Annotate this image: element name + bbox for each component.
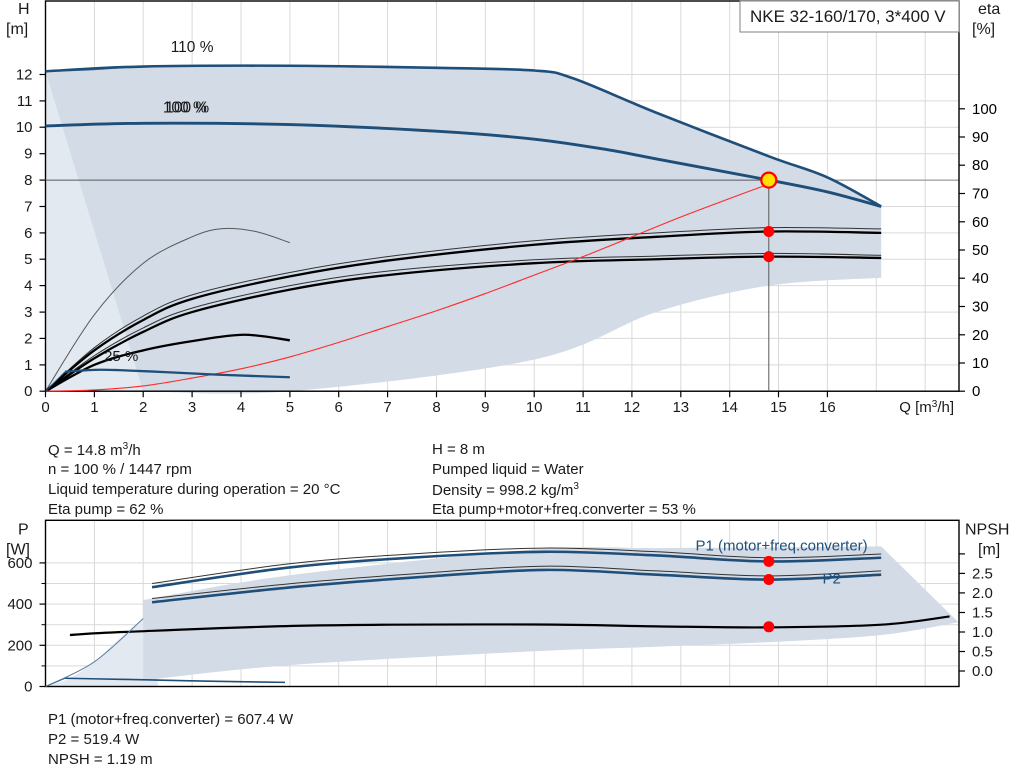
svg-text:1: 1 — [90, 399, 98, 416]
svg-text:0.5: 0.5 — [972, 644, 993, 661]
svg-text:5: 5 — [286, 399, 294, 416]
svg-text:4: 4 — [237, 399, 245, 416]
svg-text:12: 12 — [624, 399, 641, 416]
svg-text:[%]: [%] — [972, 21, 995, 38]
svg-text:30: 30 — [972, 299, 989, 316]
svg-text:0: 0 — [972, 383, 980, 400]
svg-text:13: 13 — [672, 399, 689, 416]
svg-text:NKE 32-160/170, 3*400 V: NKE 32-160/170, 3*400 V — [750, 7, 946, 26]
svg-text:[m]: [m] — [6, 21, 28, 38]
svg-text:20: 20 — [972, 327, 989, 344]
svg-text:8: 8 — [24, 172, 32, 189]
svg-text:P: P — [18, 521, 29, 538]
svg-text:100 %: 100 % — [165, 100, 209, 117]
svg-text:16: 16 — [819, 399, 836, 416]
svg-text:1: 1 — [24, 357, 32, 374]
svg-text:1.0: 1.0 — [972, 624, 993, 641]
svg-text:200: 200 — [7, 637, 32, 654]
svg-text:2: 2 — [139, 399, 147, 416]
svg-text:9: 9 — [24, 146, 32, 163]
svg-text:6: 6 — [335, 399, 343, 416]
svg-text:P1 (motor+freq.converter): P1 (motor+freq.converter) — [696, 538, 868, 555]
svg-text:70: 70 — [972, 186, 989, 203]
svg-text:NPSH: NPSH — [965, 521, 1009, 538]
svg-text:15: 15 — [770, 399, 787, 416]
svg-text:0: 0 — [24, 679, 32, 696]
svg-text:80: 80 — [972, 157, 989, 174]
svg-text:110 %: 110 % — [171, 39, 214, 56]
svg-text:3: 3 — [188, 399, 196, 416]
svg-text:7: 7 — [24, 199, 32, 216]
svg-text:4: 4 — [24, 278, 32, 295]
svg-text:3: 3 — [24, 304, 32, 321]
svg-text:1.5: 1.5 — [972, 605, 993, 622]
svg-text:25 %: 25 % — [104, 348, 138, 365]
svg-text:9: 9 — [481, 399, 489, 416]
svg-text:10: 10 — [526, 399, 543, 416]
svg-text:10: 10 — [16, 119, 33, 136]
svg-text:[W]: [W] — [6, 541, 30, 558]
svg-text:0.0: 0.0 — [972, 663, 993, 680]
svg-text:P2: P2 — [823, 571, 841, 588]
svg-text:40: 40 — [972, 270, 989, 287]
svg-text:7: 7 — [383, 399, 391, 416]
svg-text:2: 2 — [24, 330, 32, 347]
svg-text:90: 90 — [972, 129, 989, 146]
svg-text:5: 5 — [24, 251, 32, 268]
svg-text:2.5: 2.5 — [972, 565, 993, 582]
svg-text:10: 10 — [972, 355, 989, 372]
svg-text:0: 0 — [24, 383, 32, 400]
svg-text:0: 0 — [41, 399, 49, 416]
svg-text:11: 11 — [17, 93, 33, 110]
svg-text:11: 11 — [575, 399, 591, 416]
svg-text:H: H — [18, 1, 30, 18]
svg-text:100: 100 — [972, 101, 997, 118]
svg-text:400: 400 — [7, 596, 32, 613]
svg-text:12: 12 — [16, 67, 33, 84]
svg-text:2.0: 2.0 — [972, 585, 993, 602]
svg-text:Q [m3/h]: Q [m3/h] — [899, 399, 954, 417]
svg-text:6: 6 — [24, 225, 32, 242]
svg-text:8: 8 — [432, 399, 440, 416]
svg-text:14: 14 — [721, 399, 738, 416]
svg-text:eta: eta — [978, 1, 1000, 18]
svg-text:[m]: [m] — [978, 541, 1000, 558]
svg-text:60: 60 — [972, 214, 989, 231]
svg-text:50: 50 — [972, 242, 989, 259]
